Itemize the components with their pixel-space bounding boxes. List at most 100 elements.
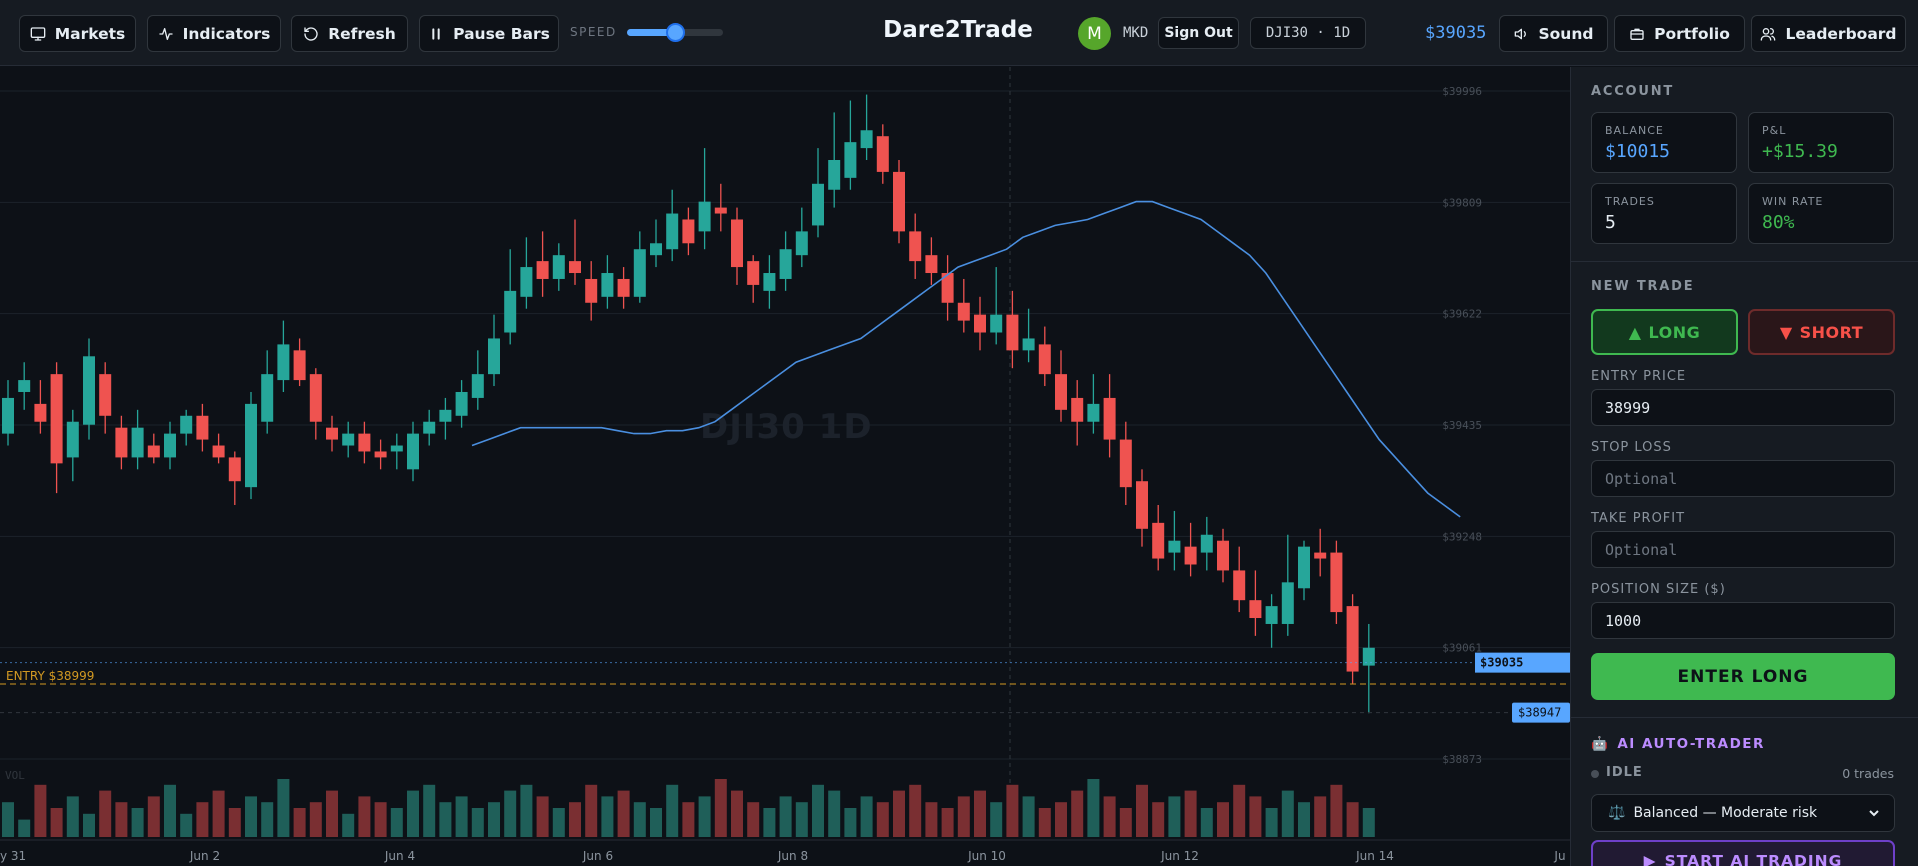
price-chart[interactable]: DJI30 1D $39996 $39809 $39622 $39435 $39248 $… — [0, 67, 1570, 866]
candle-body[interactable] — [990, 314, 1003, 333]
candle-body[interactable] — [164, 433, 176, 458]
candle-body[interactable] — [326, 427, 338, 440]
stop-loss-input[interactable] — [1591, 460, 1895, 497]
refresh-button[interactable]: Refresh — [291, 15, 408, 52]
position-size-input[interactable] — [1591, 602, 1895, 639]
candle-body[interactable] — [439, 409, 452, 422]
candle-body[interactable] — [309, 374, 322, 422]
candle-body[interactable] — [407, 433, 419, 470]
candle-body[interactable] — [714, 207, 727, 214]
candle-body[interactable] — [1330, 552, 1343, 613]
candle-body[interactable] — [1362, 647, 1375, 666]
enter-long-button[interactable]: ENTER LONG — [1591, 653, 1895, 700]
candle-body[interactable] — [471, 374, 484, 398]
pause-bars-button[interactable]: Pause Bars — [419, 15, 559, 52]
candle-body[interactable] — [180, 415, 193, 434]
candle-body[interactable] — [876, 136, 889, 172]
candle-body[interactable] — [1281, 582, 1294, 624]
candle-body[interactable] — [893, 171, 905, 232]
candle-body[interactable] — [261, 374, 274, 422]
candle-body[interactable] — [1298, 546, 1310, 589]
portfolio-button[interactable]: Portfolio — [1614, 15, 1745, 52]
candle-body[interactable] — [552, 255, 565, 279]
sign-out-button[interactable]: Sign Out — [1158, 17, 1239, 49]
take-profit-input[interactable] — [1591, 531, 1895, 568]
candle-body[interactable] — [245, 403, 257, 488]
candle-body[interactable] — [795, 231, 808, 256]
candle-body[interactable] — [196, 415, 209, 440]
candle-body[interactable] — [2, 397, 14, 434]
start-ai-trading-button[interactable]: ▶ START AI TRADING — [1591, 840, 1895, 866]
candle-body[interactable] — [18, 380, 31, 392]
candle-body[interactable] — [423, 421, 436, 434]
candle-body[interactable] — [974, 314, 986, 333]
candle-body[interactable] — [601, 273, 614, 297]
candle-body[interactable] — [488, 338, 500, 375]
leaderboard-button[interactable]: Leaderboard — [1751, 15, 1906, 52]
candle-body[interactable] — [666, 213, 679, 250]
candle-body[interactable] — [358, 433, 371, 452]
candle-body[interactable] — [909, 231, 922, 262]
candle-body[interactable] — [131, 427, 144, 458]
candle-body[interactable] — [1233, 570, 1246, 601]
candle-body[interactable] — [390, 445, 403, 452]
candle-body[interactable] — [1346, 606, 1359, 672]
candle-body[interactable] — [228, 457, 241, 482]
candle-body[interactable] — [1103, 397, 1116, 440]
candle-body[interactable] — [277, 344, 290, 381]
candle-body[interactable] — [650, 243, 662, 256]
candle-body[interactable] — [99, 374, 112, 416]
symbol-badge[interactable]: DJI30 · 1D — [1250, 17, 1366, 49]
candle-body[interactable] — [1168, 540, 1181, 553]
candle-body[interactable] — [698, 201, 711, 232]
candle-body[interactable] — [293, 350, 306, 381]
candle-body[interactable] — [941, 273, 954, 303]
indicators-button[interactable]: Indicators — [147, 15, 281, 52]
candle-body[interactable] — [1152, 522, 1165, 559]
candle-body[interactable] — [633, 249, 646, 297]
candle-body[interactable] — [1119, 439, 1132, 488]
avatar[interactable]: M — [1078, 17, 1111, 50]
candle-body[interactable] — [812, 183, 824, 226]
candle-body[interactable] — [957, 302, 970, 321]
candle-body[interactable] — [504, 290, 517, 333]
short-button[interactable]: ▼ SHORT — [1748, 309, 1895, 355]
candle-body[interactable] — [374, 451, 387, 458]
candle-body[interactable] — [585, 278, 598, 303]
candle-body[interactable] — [520, 267, 533, 297]
candle-body[interactable] — [1038, 344, 1051, 375]
candle-body[interactable] — [455, 391, 468, 416]
candle-body[interactable] — [1071, 397, 1084, 422]
candle-body[interactable] — [860, 130, 873, 149]
candle-body[interactable] — [1249, 600, 1262, 619]
candle-body[interactable] — [828, 160, 841, 190]
candle-body[interactable] — [83, 356, 95, 425]
speed-slider-handle[interactable] — [666, 23, 685, 42]
candle-body[interactable] — [1265, 606, 1278, 624]
candle-body[interactable] — [147, 445, 160, 458]
entry-price-input[interactable] — [1591, 389, 1895, 426]
candle-body[interactable] — [536, 261, 549, 279]
candle-body[interactable] — [1200, 534, 1213, 553]
ai-mode-select[interactable]: ⚖️ Balanced — Moderate risk — [1591, 794, 1895, 832]
candle-body[interactable] — [1136, 481, 1148, 529]
candle-body[interactable] — [763, 273, 776, 291]
candle-body[interactable] — [342, 433, 355, 446]
candle-body[interactable] — [1006, 314, 1019, 351]
candle-body[interactable] — [682, 219, 695, 244]
candle-body[interactable] — [617, 278, 630, 297]
candle-body[interactable] — [1184, 546, 1197, 565]
markets-button[interactable]: Markets — [19, 15, 136, 52]
candle-body[interactable] — [1087, 403, 1100, 422]
candle-body[interactable] — [212, 445, 225, 458]
candle-body[interactable] — [34, 403, 47, 422]
candle-body[interactable] — [569, 261, 581, 274]
candle-body[interactable] — [779, 249, 792, 279]
chart-canvas[interactable]: $39996 $39809 $39622 $39435 $39248 $39061 $388… — [0, 67, 1570, 866]
speed-slider[interactable] — [627, 23, 723, 42]
candle-body[interactable] — [115, 427, 128, 458]
candle-body[interactable] — [1314, 552, 1327, 559]
candle-body[interactable] — [1022, 338, 1035, 351]
candle-body[interactable] — [1055, 374, 1067, 410]
candle-body[interactable] — [844, 142, 857, 178]
